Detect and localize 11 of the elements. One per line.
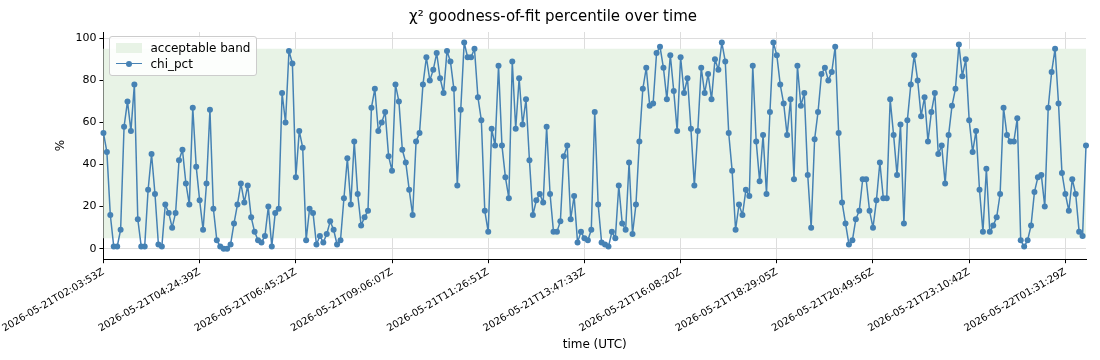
y-tick-label: 100 [75, 31, 97, 45]
band-label: acceptable band [150, 40, 251, 56]
x-axis-title: time (UTC) [562, 336, 627, 351]
y-tick-label: 40 [82, 157, 97, 171]
legend-label: chi_pct [150, 56, 193, 72]
y-axis-title: % [53, 139, 68, 152]
y-tick-label: 60 [82, 115, 97, 129]
chart-title: χ² goodness-of-fit percentile over time [409, 6, 697, 25]
y-tick-label: 0 [89, 241, 97, 255]
y-tick-label: 20 [82, 199, 97, 213]
y-tick-label: 80 [82, 73, 97, 87]
